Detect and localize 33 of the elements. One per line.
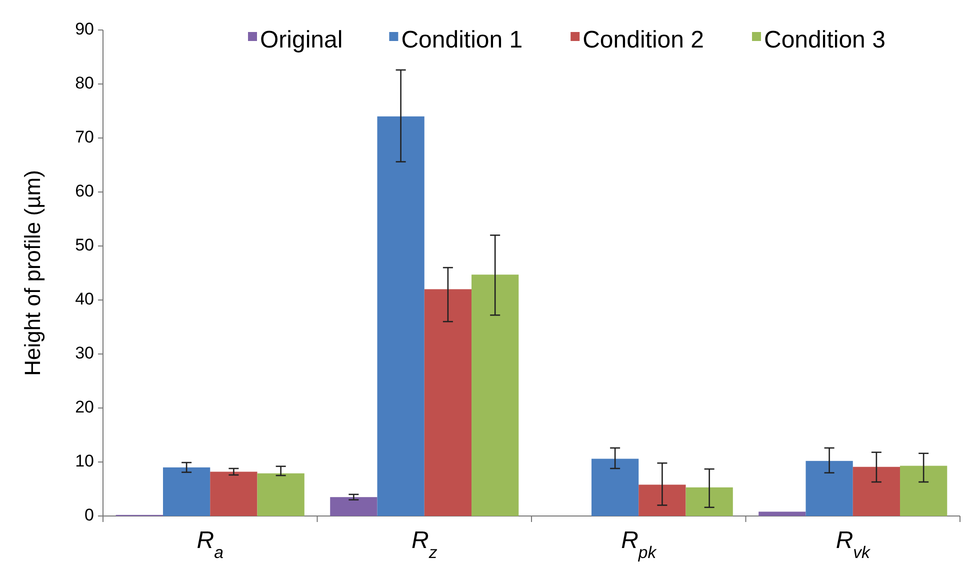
bar [638, 484, 686, 516]
legend-label: Original [260, 26, 343, 54]
bar [424, 289, 472, 516]
y-tick-label: 80 [75, 73, 94, 92]
y-tick-label: 70 [75, 127, 94, 146]
y-tick-label: 90 [75, 19, 94, 38]
y-tick-label: 20 [75, 397, 94, 416]
x-tick-label: R$_{a}$ [196, 527, 224, 562]
x-tick-label: R$_{z}$ [412, 527, 438, 562]
y-tick-label: 50 [75, 235, 94, 254]
y-tick-label: 10 [75, 451, 94, 470]
y-tick-label: 40 [75, 289, 94, 308]
bar [686, 487, 733, 516]
bar [900, 466, 948, 516]
legend-label: Condition 2 [582, 26, 704, 54]
bar [210, 472, 258, 516]
bar [758, 512, 806, 516]
bar [591, 458, 639, 516]
legend-label: Condition 3 [764, 26, 886, 54]
bar [257, 473, 304, 516]
bar [852, 466, 900, 516]
y-axis-title: Height of profile (µm) [20, 170, 45, 376]
bar [162, 467, 210, 516]
y-tick-label: 0 [84, 505, 94, 524]
legend-label: Condition 1 [401, 26, 523, 54]
bar [377, 116, 424, 516]
bar [806, 460, 853, 516]
y-tick-label: 60 [75, 181, 94, 200]
bar [472, 274, 519, 516]
y-tick-label: 30 [75, 343, 94, 362]
x-tick-label: R$_{vk}$ [836, 527, 872, 562]
x-tick-label: R$_{pk}$ [621, 527, 658, 562]
bar [330, 497, 378, 516]
